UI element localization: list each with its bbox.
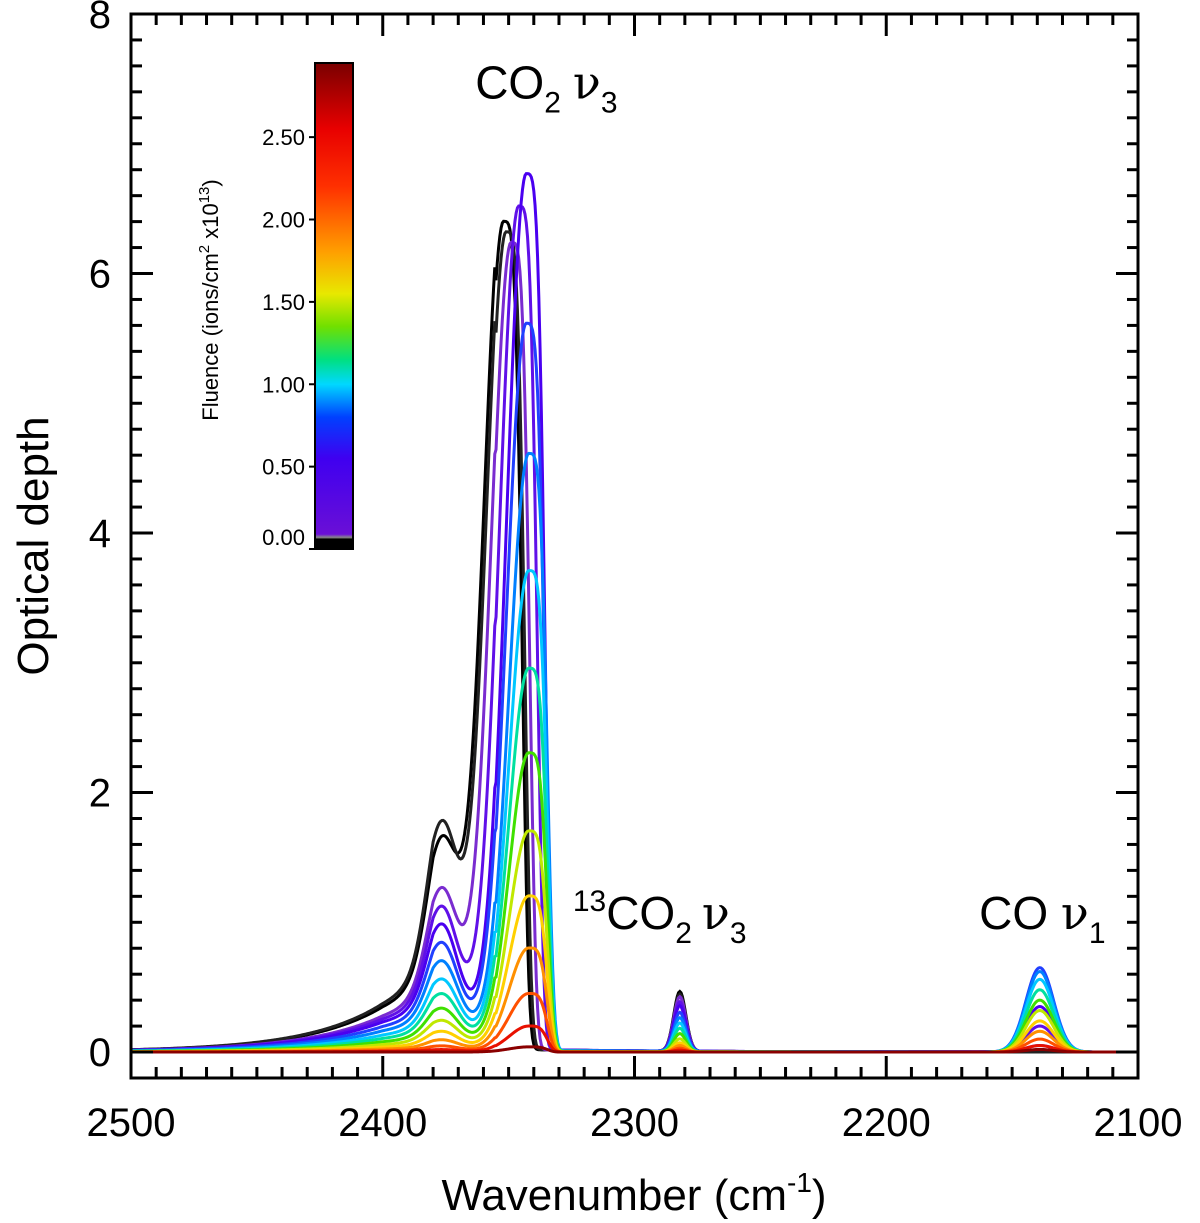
colorbar-title: Fluence (ions/cm2 x1013) [196,179,223,420]
colorbar-tick-label: 0.50 [262,455,305,480]
x-tick-label: 2500 [87,1101,176,1145]
series-line-7 [131,569,1138,1054]
x-tick-label: 2400 [338,1101,427,1145]
x-tick-label: 2300 [590,1101,679,1145]
y-tick-label: 6 [89,253,111,297]
series-line-12 [131,946,1138,1054]
x-tick-label: 2200 [842,1101,931,1145]
band-annotations: CO2 ν3 13CO2 ν3 CO ν1 [475,55,1105,949]
annotation-13co2-nu3: 13CO2 ν3 [573,885,747,950]
y-tick-label: 4 [89,512,111,556]
spectra-curves [131,172,1138,1054]
colorbar-gradient [314,62,354,550]
series-line-10 [131,829,1138,1054]
colorbar-tick-label: 2.00 [262,208,305,233]
y-tick-label: 8 [89,0,111,37]
fluence-colorbar: 0.00 0.50 1.00 1.50 2.00 2.50 Fluence (ions/c… [196,62,354,550]
colorbar-tick-label: 1.00 [262,372,305,397]
annotation-co-nu1: CO ν1 [979,886,1105,950]
series-line-15 [131,1045,1138,1054]
x-axis-title: Wavenumber (cm-1) [441,1167,826,1220]
colorbar-tick-label: 1.50 [262,290,305,315]
colorbar-tick-label: 0.00 [262,525,305,550]
y-tick-label: 0 [89,1031,111,1075]
x-tick-label: 2100 [1094,1101,1183,1145]
axes: 2500 2400 2300 2200 2100 0 2 4 6 8 [87,0,1183,1145]
series-line-5 [131,321,1138,1054]
annotation-co2-nu3: CO2 ν3 [475,55,617,119]
y-axis-title: Optical depth [9,416,58,675]
y-tick-label: 2 [89,772,111,816]
colorbar-tick-label: 2.50 [262,125,305,150]
series-line-8 [131,666,1138,1054]
colorbar-ticks: 0.00 0.50 1.00 1.50 2.00 2.50 [262,125,315,550]
